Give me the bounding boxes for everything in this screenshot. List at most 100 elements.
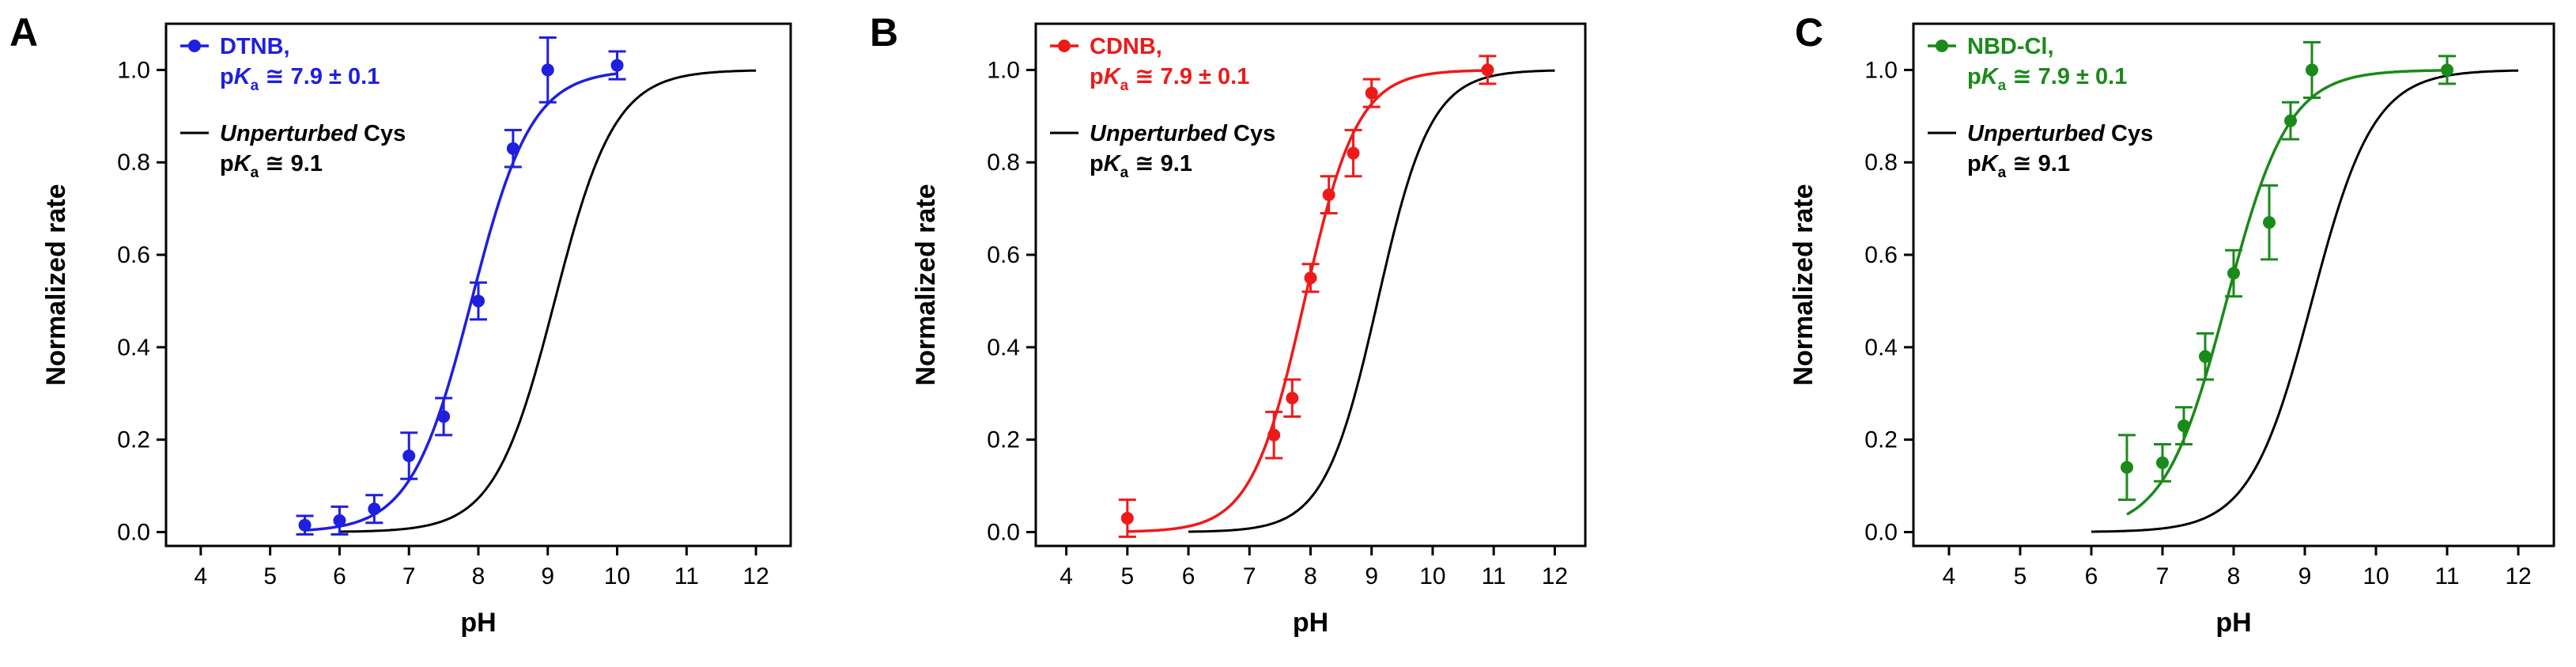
x-tick-label: 5 xyxy=(1120,563,1134,589)
data-point xyxy=(1365,86,1378,100)
unperturbed-cys-curve xyxy=(2091,69,2519,533)
x-tick-label: 10 xyxy=(604,563,630,589)
chart-panel-a: A 4 5 6 7 8 9 10 11 12 0.0 0.2 0.4 0.6 0.8 1.0 pH Normali… xyxy=(9,10,792,638)
pka-k: K xyxy=(1104,151,1122,176)
legend-pka-ref: pKa ≅ 9.1 xyxy=(1967,151,2070,181)
x-tick-label: 4 xyxy=(195,563,208,589)
x-tick-label: 11 xyxy=(674,563,699,589)
x-tick-label: 8 xyxy=(2227,563,2241,589)
panel-letter: C xyxy=(1795,10,1823,55)
y-tick-label: 0.0 xyxy=(117,519,150,545)
data-point xyxy=(2199,350,2212,363)
pka-sub: a xyxy=(251,165,259,181)
x-tick-label: 12 xyxy=(742,563,769,589)
legend-pka: pKa ≅ 7.9 ± 0.1 xyxy=(220,64,380,94)
data-point xyxy=(1304,271,1317,285)
y-tick-label: 0.4 xyxy=(117,335,150,361)
x-tick-label: 7 xyxy=(1243,563,1256,589)
data-point xyxy=(1120,511,1134,525)
pka-sub: a xyxy=(1120,165,1129,181)
x-tick-label: 11 xyxy=(2434,563,2459,589)
x-tick-label: 12 xyxy=(1542,563,1568,589)
legend-marker-dot xyxy=(188,40,201,52)
y-tick-label: 1.0 xyxy=(987,57,1020,83)
pka-value: ≅ 9.1 xyxy=(259,151,323,176)
y-tick-label: 0.0 xyxy=(987,519,1020,545)
x-tick-label: 11 xyxy=(1482,563,1506,589)
data-point xyxy=(1286,392,1299,405)
legend-rest: Cys xyxy=(357,121,406,146)
x-tick-label: 9 xyxy=(541,563,554,589)
x-tick-label: 8 xyxy=(472,563,485,589)
pka-p: p xyxy=(220,64,234,89)
data-point xyxy=(2284,114,2297,127)
data-point xyxy=(1322,188,1335,202)
x-axis-title: pH xyxy=(460,608,496,638)
legend-label: NBD-Cl, xyxy=(1967,34,2054,59)
x-axis-title: pH xyxy=(1293,608,1328,638)
x-tick-label: 9 xyxy=(1365,563,1378,589)
y-tick-label: 0.2 xyxy=(987,427,1020,453)
legend-pka-ref: pKa ≅ 9.1 xyxy=(1090,151,1192,181)
data-point xyxy=(437,410,451,423)
pka-k: K xyxy=(1104,64,1122,89)
fit-curve xyxy=(2126,69,2447,516)
legend-rest: Cys xyxy=(2105,121,2153,146)
data-point xyxy=(2121,460,2133,474)
unperturbed-cys-curve xyxy=(339,69,757,533)
y-tick-label: 0.2 xyxy=(117,427,150,453)
x-tick-label: 7 xyxy=(2156,563,2170,589)
y-axis-title: Normalized rate xyxy=(911,184,941,385)
pka-value: ≅ 7.9 ± 0.1 xyxy=(259,64,380,89)
unperturbed-cys-curve xyxy=(1188,69,1555,533)
pka-p: p xyxy=(220,151,234,176)
data-point xyxy=(368,502,381,516)
pka-k: K xyxy=(1981,151,2000,176)
data-point xyxy=(2306,63,2318,77)
pka-p: p xyxy=(1967,64,1981,89)
x-tick-label: 4 xyxy=(1943,563,1956,589)
x-tick-label: 10 xyxy=(1419,563,1445,589)
data-point xyxy=(2156,456,2169,469)
data-point xyxy=(2263,216,2276,229)
x-tick-label: 9 xyxy=(2298,563,2312,589)
x-axis-title: pH xyxy=(2215,608,2251,638)
pka-sub: a xyxy=(251,78,259,94)
data-point xyxy=(541,63,554,77)
y-tick-label: 1.0 xyxy=(117,57,150,83)
data-point xyxy=(472,294,485,308)
data-point xyxy=(610,59,624,72)
legend-rest: Cys xyxy=(1227,121,1275,146)
legend-label: CDNB, xyxy=(1090,34,1162,59)
fit-curve xyxy=(304,72,618,532)
legend-italic: Unperturbed xyxy=(1090,121,1228,146)
pka-p: p xyxy=(1090,64,1104,89)
pka-value: ≅ 9.1 xyxy=(1128,151,1192,176)
data-point xyxy=(2441,63,2453,77)
x-tick-label: 8 xyxy=(1304,563,1317,589)
x-tick-label: 10 xyxy=(2363,563,2389,589)
x-tick-label: 5 xyxy=(2014,563,2027,589)
legend-italic: Unperturbed xyxy=(220,121,358,146)
y-tick-label: 0.8 xyxy=(987,150,1020,176)
x-tick-label: 5 xyxy=(263,563,277,589)
pka-sub: a xyxy=(1998,165,2007,181)
pka-value: ≅ 9.1 xyxy=(2006,151,2070,176)
legend-label: DTNB, xyxy=(220,34,290,59)
pka-sub: a xyxy=(1998,78,2007,94)
panel-letter: B xyxy=(870,10,898,55)
legend-marker-dot xyxy=(1936,40,1948,52)
y-tick-label: 0.4 xyxy=(1864,335,1898,361)
data-point xyxy=(2178,419,2190,433)
pka-p: p xyxy=(1090,151,1104,176)
data-point xyxy=(506,142,519,155)
x-tick-label: 12 xyxy=(2505,563,2531,589)
data-point xyxy=(1267,428,1281,442)
y-tick-label: 0.0 xyxy=(1864,519,1898,545)
data-point xyxy=(333,514,346,527)
data-point xyxy=(1347,146,1360,160)
